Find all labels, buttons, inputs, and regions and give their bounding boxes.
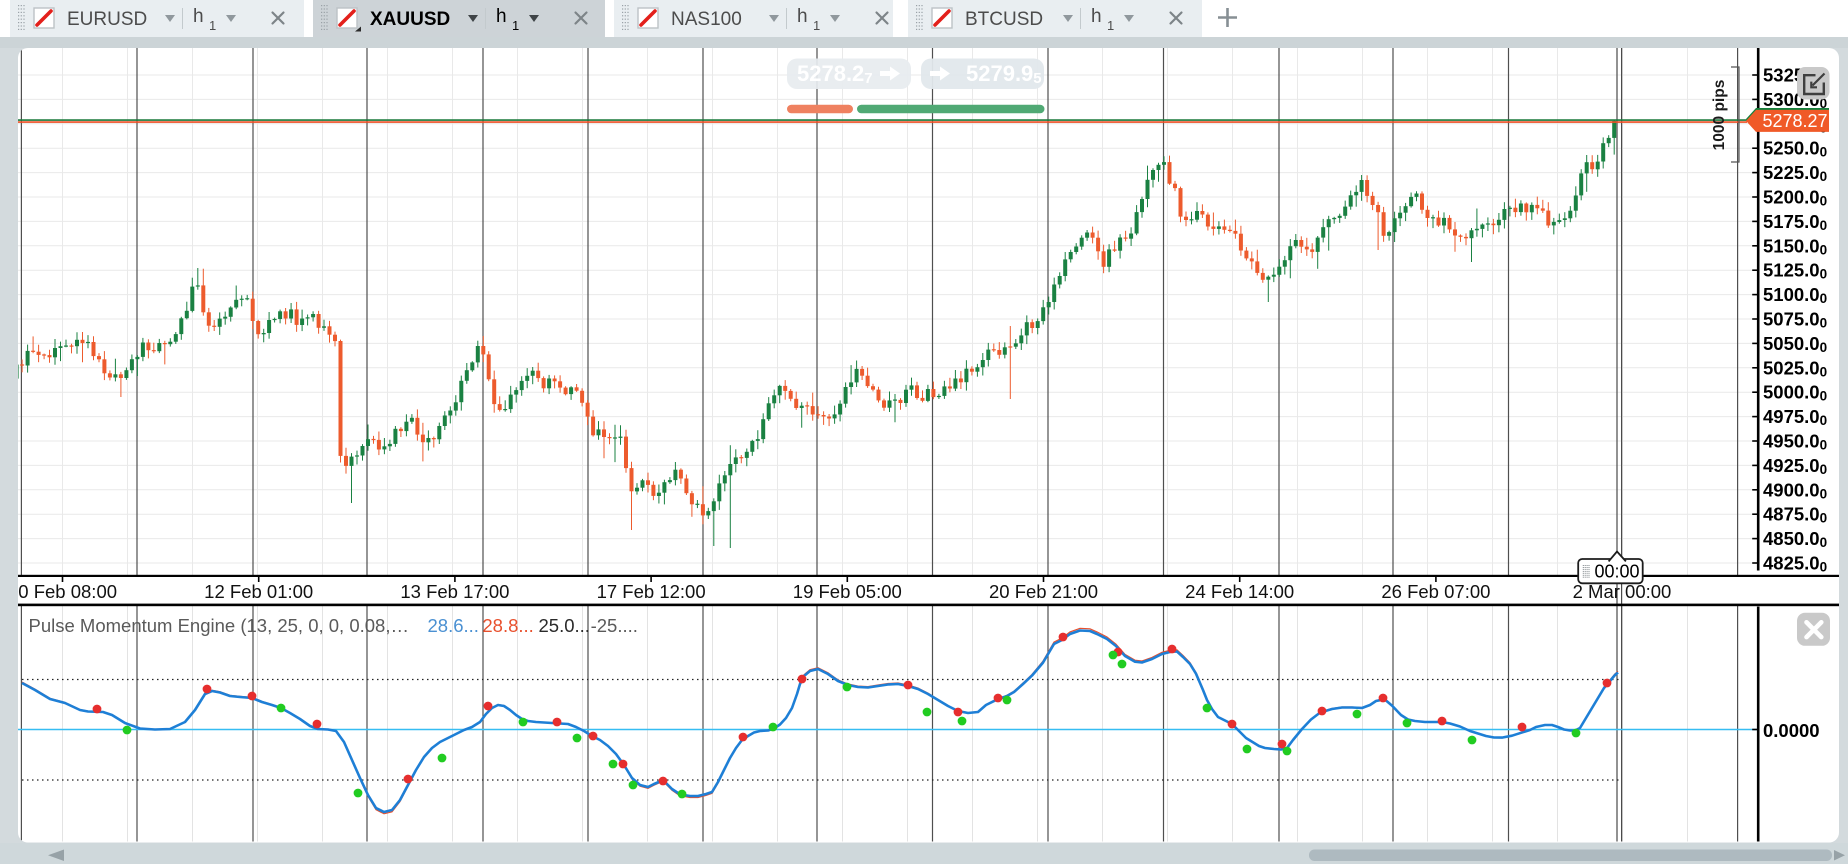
svg-text:4875.00: 4875.00	[1763, 504, 1827, 526]
svg-text:25.0...: 25.0...	[539, 615, 590, 636]
svg-text:4925.00: 4925.00	[1763, 455, 1827, 477]
svg-text:24 Feb 14:00: 24 Feb 14:00	[1185, 581, 1294, 602]
svg-text:4850.00: 4850.00	[1763, 528, 1827, 550]
svg-text:-25....: -25....	[591, 615, 638, 636]
svg-text:1000 pips: 1000 pips	[1711, 80, 1728, 151]
svg-text:5225.00: 5225.00	[1763, 162, 1827, 184]
svg-text:10 Feb 08:00: 10 Feb 08:00	[8, 581, 117, 602]
svg-text:5050.00: 5050.00	[1763, 333, 1827, 355]
svg-text:5125.00: 5125.00	[1763, 260, 1827, 282]
svg-text:5000.00: 5000.00	[1763, 382, 1827, 404]
svg-text:5200.00: 5200.00	[1763, 187, 1827, 209]
svg-text:13 Feb 17:00: 13 Feb 17:00	[400, 581, 509, 602]
svg-text:5075.00: 5075.00	[1763, 309, 1827, 331]
svg-text:26 Feb 07:00: 26 Feb 07:00	[1381, 581, 1490, 602]
svg-text:5100.00: 5100.00	[1763, 284, 1827, 306]
svg-text:19 Feb 05:00: 19 Feb 05:00	[793, 581, 902, 602]
svg-text:5025.00: 5025.00	[1763, 357, 1827, 379]
svg-text:4975.00: 4975.00	[1763, 406, 1827, 428]
svg-text:h: h	[193, 6, 204, 27]
svg-text:5279.95: 5279.95	[966, 61, 1042, 87]
svg-text:NAS100: NAS100	[671, 9, 742, 30]
svg-text:Pulse Momentum Engine (13, 25,: Pulse Momentum Engine (13, 25, 0, 0, 0.0…	[29, 615, 410, 636]
svg-text:EURUSD: EURUSD	[67, 9, 147, 30]
svg-text:2 Mar 00:00: 2 Mar 00:00	[1573, 581, 1672, 602]
svg-text:5250.00: 5250.00	[1763, 138, 1827, 160]
svg-text:4900.00: 4900.00	[1763, 479, 1827, 501]
svg-text:h: h	[496, 6, 507, 27]
svg-text:17 Feb 12:00: 17 Feb 12:00	[597, 581, 706, 602]
svg-text:1: 1	[813, 18, 820, 33]
svg-text:BTCUSD: BTCUSD	[965, 9, 1043, 30]
svg-text:h: h	[797, 6, 808, 27]
svg-text:XAUUSD: XAUUSD	[370, 9, 450, 30]
svg-text:1: 1	[209, 18, 216, 33]
svg-text:20 Feb 21:00: 20 Feb 21:00	[989, 581, 1098, 602]
svg-text:4950.00: 4950.00	[1763, 431, 1827, 453]
svg-text:0.0000: 0.0000	[1763, 720, 1820, 741]
svg-text:00:00: 00:00	[1595, 562, 1640, 582]
svg-text:h: h	[1091, 6, 1102, 27]
svg-text:1: 1	[512, 18, 519, 33]
svg-text:28.6...: 28.6...	[428, 615, 479, 636]
svg-text:28.8...: 28.8...	[482, 615, 533, 636]
svg-text:1: 1	[1107, 18, 1114, 33]
svg-text:4825.00: 4825.00	[1763, 553, 1827, 575]
svg-text:5150.00: 5150.00	[1763, 235, 1827, 257]
svg-text:5278.27: 5278.27	[1763, 111, 1828, 131]
svg-text:5175.00: 5175.00	[1763, 211, 1827, 233]
svg-text:5278.27: 5278.27	[797, 61, 873, 87]
svg-text:12 Feb 01:00: 12 Feb 01:00	[204, 581, 313, 602]
